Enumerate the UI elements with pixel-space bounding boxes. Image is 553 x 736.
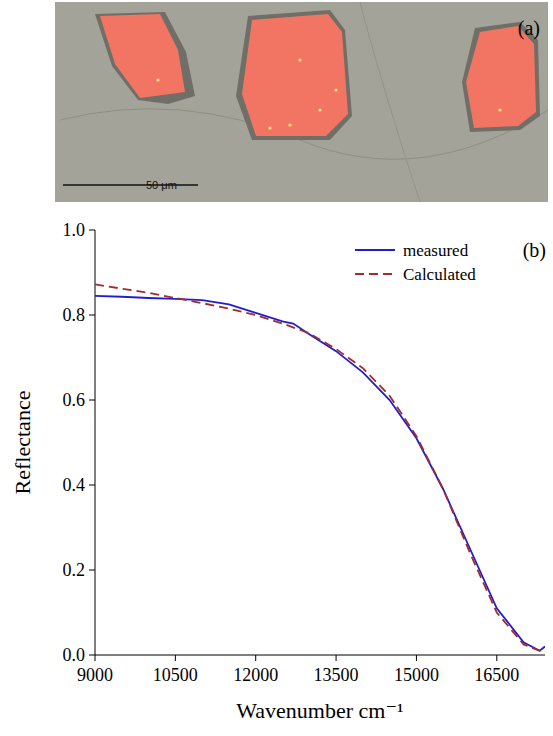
grain [466, 26, 536, 128]
legend-swatch [355, 273, 395, 275]
x-tick-label: 15000 [394, 665, 439, 685]
x-tick [336, 655, 337, 661]
y-tick-label: 1.0 [63, 220, 86, 240]
scale-bar [63, 184, 198, 186]
chart: 9000 10500 12000 13500 15000 16500 0.0 0.2 0.4 0.… [10, 220, 546, 723]
speckle [156, 78, 159, 81]
legend-swatch [355, 249, 395, 251]
grain-rim [236, 10, 352, 140]
y-tick [89, 485, 95, 486]
y-tick-label: 0.6 [63, 390, 86, 410]
speckle [318, 108, 321, 111]
x-tick [175, 655, 176, 661]
y-tick [89, 570, 95, 571]
figure: 50 μm (a) 9000 10500 12000 13500 15000 16500 0.0… [0, 0, 553, 736]
micrograph: 50 μm (a) [55, 2, 548, 202]
y-axis [95, 230, 96, 655]
x-tick-label: 10500 [153, 665, 198, 685]
y-tick-label: 0.8 [63, 305, 86, 325]
x-tick-label: 16500 [474, 665, 519, 685]
speckle [334, 88, 337, 91]
plot-area [95, 284, 545, 650]
series-line [95, 296, 545, 651]
scratch [360, 2, 420, 202]
x-axis-title: Wavenumber cm⁻¹ [236, 698, 403, 723]
scale-bar-label: 50 μm [146, 179, 177, 191]
x-tick-label: 9000 [77, 665, 113, 685]
y-tick [89, 230, 95, 231]
x-tick [496, 655, 497, 661]
panel-label: (a) [518, 17, 540, 40]
y-tick-label: 0.2 [63, 560, 86, 580]
legend-label: measured [403, 241, 469, 260]
speckle [298, 58, 301, 61]
x-axis [95, 655, 545, 656]
x-tick [95, 655, 96, 661]
y-tick [89, 400, 95, 401]
x-tick [416, 655, 417, 661]
x-tick-label: 13500 [314, 665, 359, 685]
y-tick [89, 655, 95, 656]
photo-background [55, 2, 548, 202]
speckle [268, 126, 271, 129]
legend-label: Calculated [403, 265, 476, 284]
y-tick [89, 315, 95, 316]
x-tick [255, 655, 256, 661]
y-axis-title: Reflectance [10, 391, 35, 495]
panel-label: (b) [523, 239, 546, 262]
y-tick-label: 0.0 [63, 645, 86, 665]
grain-rim [95, 12, 195, 104]
series-line [95, 284, 545, 650]
speckle [288, 123, 291, 126]
grain [100, 14, 185, 98]
x-tick-label: 12000 [233, 665, 278, 685]
grain [242, 14, 348, 136]
y-tick-label: 0.4 [63, 475, 86, 495]
legend: measured Calculated [355, 241, 476, 284]
speckle [498, 108, 501, 111]
